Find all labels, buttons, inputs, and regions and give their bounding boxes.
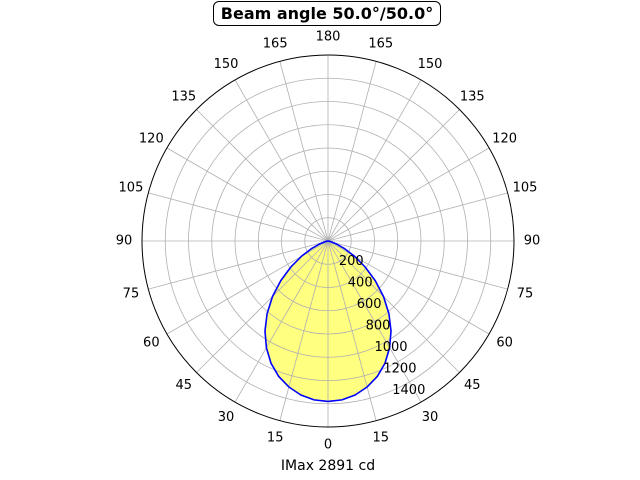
angular-grid-line [327, 79, 422, 242]
angular-grid-line [234, 240, 329, 403]
angle-tick-label: 60 [496, 336, 513, 351]
angular-grid-line [148, 192, 329, 242]
angle-tick-label: 120 [139, 132, 164, 147]
chart-title: Beam angle 50.0°/50.0° [213, 1, 441, 26]
angle-tick-label: 30 [218, 410, 235, 425]
angle-tick-label: 15 [267, 431, 284, 446]
angular-grid-line [148, 240, 329, 290]
distribution-line [264, 240, 392, 403]
angle-tick-label: 180 [316, 30, 341, 45]
angular-grid-line [279, 61, 329, 242]
angular-grid-line [327, 61, 377, 242]
angle-tick-label: 120 [492, 132, 517, 147]
angular-grid-line [327, 240, 508, 290]
angular-grid-line [166, 147, 329, 242]
angle-tick-label: 75 [517, 286, 534, 301]
angle-tick-label: 150 [214, 57, 239, 72]
radial-tick-label: 1200 [383, 361, 416, 376]
angular-grid-line [327, 240, 460, 373]
angle-tick-label: 90 [116, 234, 133, 249]
angle-tick-label: 135 [460, 89, 485, 104]
angle-tick-label: 60 [143, 336, 160, 351]
radial-tick-label: 400 [348, 275, 373, 290]
angle-tick-label: 135 [171, 89, 196, 104]
radial-tick-label: 1000 [374, 340, 407, 355]
angle-tick-label: 30 [422, 410, 439, 425]
angular-grid-line [234, 79, 329, 242]
angle-tick-label: 150 [418, 57, 443, 72]
angular-grid-line [196, 240, 329, 373]
angle-tick-label: 45 [464, 378, 481, 393]
x-axis-label: IMax 2891 cd [281, 458, 375, 474]
angle-tick-label: 45 [175, 378, 192, 393]
angle-tick-label: 165 [263, 36, 288, 51]
angular-grid-line [279, 240, 329, 421]
angle-tick-label: 90 [524, 234, 541, 249]
angle-tick-label: 0 [324, 438, 332, 453]
angle-tick-label: 15 [373, 431, 390, 446]
angular-grid-line [327, 240, 422, 403]
angle-tick-label: 105 [119, 181, 144, 196]
angular-grid-line [327, 192, 508, 242]
angular-grid-line [327, 147, 490, 242]
radial-tick-label: 200 [339, 254, 364, 269]
polar-frame [141, 54, 515, 428]
angle-tick-label: 105 [513, 181, 538, 196]
angular-grid-line [196, 109, 329, 242]
angle-tick-label: 75 [123, 286, 140, 301]
angular-grid-line [327, 240, 377, 421]
angular-grid-line [327, 109, 460, 242]
angle-tick-label: 165 [368, 36, 393, 51]
radial-tick-label: 600 [357, 297, 382, 312]
radial-tick-label: 1400 [392, 383, 425, 398]
radial-tick-label: 800 [366, 318, 391, 333]
